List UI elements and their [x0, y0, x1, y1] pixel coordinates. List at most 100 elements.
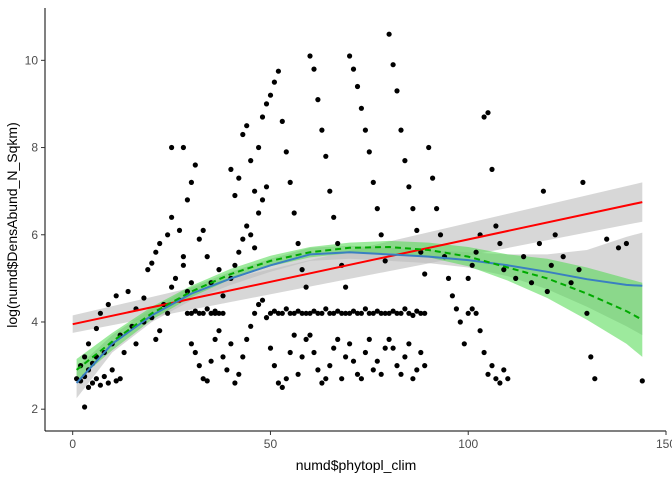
data-point [74, 376, 80, 382]
data-point [434, 206, 440, 212]
data-point [240, 131, 246, 138]
data-point [370, 367, 376, 373]
data-point [327, 310, 333, 316]
data-point [311, 308, 317, 314]
data-point [544, 288, 550, 295]
data-point [521, 254, 527, 260]
data-point [117, 376, 123, 382]
data-point [267, 310, 274, 316]
data-point [307, 310, 313, 316]
data-point [513, 275, 519, 281]
data-point [240, 236, 246, 242]
data-point [323, 153, 329, 159]
data-point [275, 380, 281, 386]
data-point [212, 308, 218, 314]
data-point [204, 306, 210, 312]
data-point [200, 310, 206, 316]
data-point [390, 308, 396, 314]
data-point [394, 363, 400, 369]
data-point [315, 97, 321, 103]
data-point [477, 328, 483, 334]
data-point [390, 62, 396, 68]
data-point [105, 301, 111, 308]
data-point [354, 371, 361, 377]
data-point [362, 306, 368, 312]
data-point [271, 363, 277, 369]
data-point [89, 380, 96, 386]
data-point [267, 92, 274, 98]
data-point [354, 83, 361, 90]
x-tick-label: 100 [458, 437, 478, 451]
data-point [639, 378, 645, 384]
data-point [93, 376, 99, 382]
data-point [548, 262, 554, 268]
data-point [386, 336, 392, 342]
data-point [232, 380, 238, 386]
data-point [398, 371, 404, 377]
data-point [295, 371, 301, 377]
data-point [216, 310, 222, 316]
data-point [461, 341, 467, 347]
data-point [410, 312, 416, 318]
data-point [267, 345, 274, 351]
data-point [592, 376, 598, 382]
data-point [576, 267, 582, 273]
data-point [335, 308, 341, 314]
data-point [263, 184, 270, 190]
data-point [398, 310, 404, 316]
data-point [287, 179, 293, 185]
data-point [493, 223, 499, 229]
data-point [418, 310, 424, 316]
data-point [208, 358, 214, 364]
data-point [319, 380, 325, 386]
data-point [623, 240, 630, 247]
data-point [552, 232, 558, 238]
data-point [370, 179, 376, 185]
data-point [192, 162, 198, 168]
data-point [453, 306, 459, 312]
data-point [331, 310, 337, 316]
data-point [82, 404, 88, 410]
data-point [252, 310, 258, 316]
data-point [188, 179, 194, 185]
data-point [311, 66, 317, 72]
data-point [153, 249, 159, 255]
data-point [295, 240, 301, 247]
data-point [200, 376, 206, 382]
data-point [374, 308, 380, 314]
data-point [180, 262, 186, 268]
y-tick-label: 8 [31, 141, 38, 155]
data-point [121, 349, 127, 356]
data-point [169, 214, 175, 220]
data-point [481, 349, 487, 356]
data-point [180, 254, 186, 260]
data-point [485, 371, 491, 377]
data-point [97, 382, 103, 388]
data-point [311, 349, 317, 356]
data-point [414, 367, 420, 373]
data-point [327, 188, 333, 194]
data-point [560, 254, 566, 260]
data-point [216, 267, 222, 273]
data-point [422, 363, 428, 369]
y-axis-title: log(numd$DensAbund_N_Sqkm) [4, 122, 20, 327]
data-point [410, 376, 416, 382]
data-point [469, 262, 475, 268]
data-point [378, 371, 384, 377]
data-point [200, 227, 206, 233]
data-point [236, 175, 242, 181]
data-point [256, 210, 262, 216]
data-point [165, 232, 171, 238]
data-point [196, 310, 202, 316]
data-point [422, 310, 428, 316]
y-tick-label: 6 [31, 228, 38, 242]
data-point [303, 284, 309, 290]
data-point [204, 378, 210, 384]
data-point [109, 367, 115, 373]
data-point [501, 367, 507, 373]
data-point [473, 310, 479, 316]
axes [41, 8, 667, 435]
data-point [283, 306, 289, 312]
data-point [188, 341, 194, 347]
